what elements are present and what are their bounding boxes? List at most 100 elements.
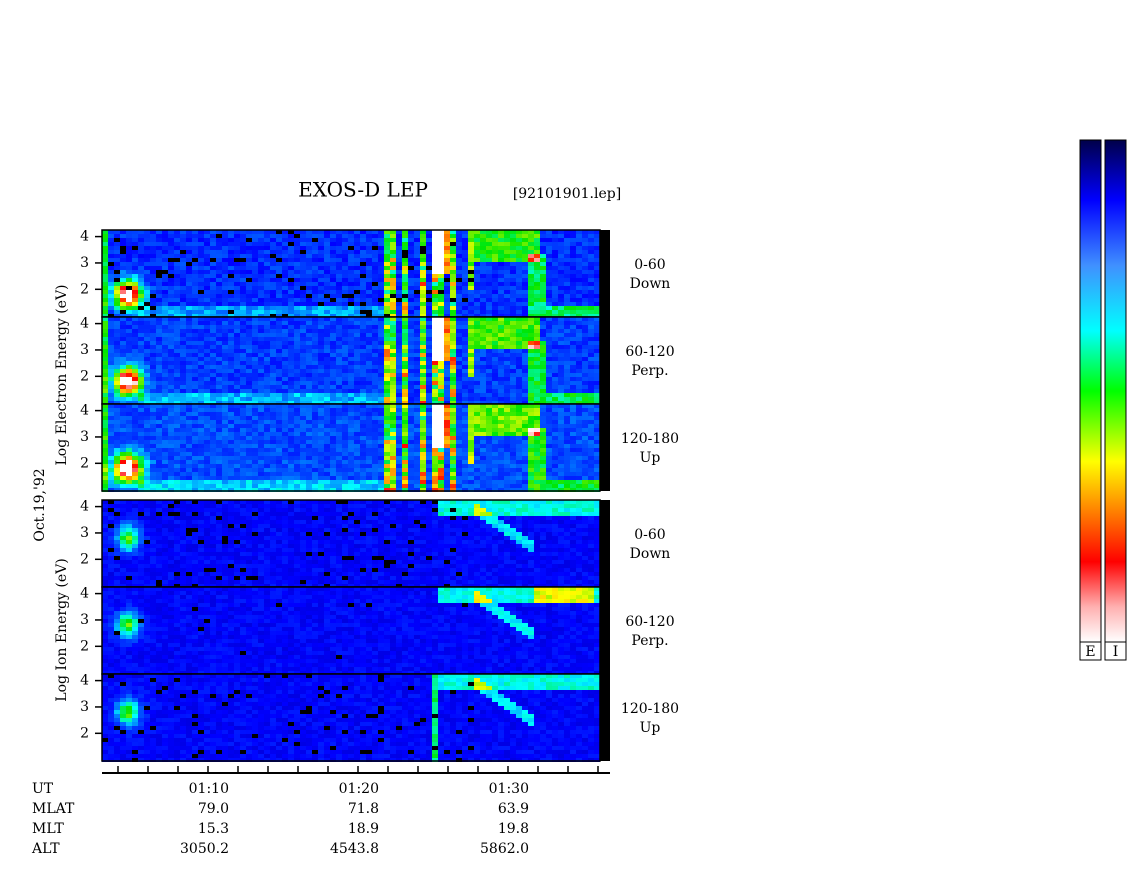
pixel	[522, 321, 528, 325]
pixel	[138, 456, 144, 460]
pixel	[360, 389, 366, 393]
pixel	[342, 290, 348, 294]
pixel	[270, 310, 276, 314]
pixel	[546, 286, 552, 290]
pixel	[330, 325, 336, 329]
pixel	[414, 250, 420, 254]
pixel	[354, 389, 360, 393]
pixel	[384, 393, 390, 397]
pixel	[162, 389, 168, 393]
pixel	[120, 393, 126, 397]
pixel	[174, 404, 180, 408]
pixel	[264, 266, 270, 270]
pixel	[282, 452, 288, 456]
pixel	[120, 357, 126, 361]
pixel	[558, 440, 564, 444]
pixel	[330, 242, 336, 246]
pixel	[582, 365, 588, 369]
pixel	[174, 286, 180, 290]
pixel	[576, 306, 582, 310]
pixel	[552, 329, 558, 333]
pixel	[420, 432, 426, 436]
pixel	[168, 306, 174, 310]
pixel	[444, 333, 450, 337]
pixel	[240, 298, 246, 302]
pixel	[414, 234, 420, 238]
pixel	[450, 266, 456, 270]
pixel	[186, 333, 192, 337]
pixel	[312, 238, 318, 242]
pixel	[534, 349, 540, 353]
pixel	[432, 432, 438, 436]
pixel	[480, 325, 486, 329]
pixel	[228, 238, 234, 242]
pixel	[504, 314, 510, 318]
pixel	[402, 282, 408, 286]
pixel	[126, 278, 132, 282]
pixel	[444, 278, 450, 282]
pixel	[102, 373, 108, 377]
pixel	[588, 408, 594, 412]
pixel	[114, 337, 120, 341]
pixel	[216, 262, 222, 266]
pixel	[180, 416, 186, 420]
pixel	[114, 424, 120, 428]
pixel	[108, 345, 114, 349]
pixel	[222, 298, 228, 302]
pixel	[504, 306, 510, 310]
pixel	[534, 389, 540, 393]
pixel	[288, 381, 294, 385]
pixel	[210, 393, 216, 397]
pixel	[456, 416, 462, 420]
pixel	[426, 230, 432, 234]
pixel	[522, 456, 528, 460]
pixel	[186, 329, 192, 333]
pixel	[444, 294, 450, 298]
pixel	[552, 317, 558, 321]
pixel	[252, 436, 258, 440]
pixel	[276, 460, 282, 464]
pixel	[174, 428, 180, 432]
pixel	[594, 381, 600, 385]
pixel	[264, 294, 270, 298]
pixel	[108, 306, 114, 310]
pixel	[348, 341, 354, 345]
pixel	[426, 393, 432, 397]
pixel	[426, 337, 432, 341]
pixel	[480, 369, 486, 373]
pixel	[498, 397, 504, 401]
pixel	[120, 460, 126, 464]
pixel	[138, 436, 144, 440]
pixel	[396, 432, 402, 436]
pixel	[354, 266, 360, 270]
pixel	[162, 404, 168, 408]
pixel	[570, 424, 576, 428]
pixel	[258, 258, 264, 262]
pixel	[174, 317, 180, 321]
pixel	[414, 302, 420, 306]
pixel	[306, 314, 312, 318]
pixel	[450, 302, 456, 306]
pixel	[186, 254, 192, 258]
pixel	[588, 389, 594, 393]
pixel	[372, 361, 378, 365]
pixel	[216, 294, 222, 298]
pixel	[198, 278, 204, 282]
pixel	[168, 412, 174, 416]
pixel	[522, 258, 528, 262]
pixel	[516, 262, 522, 266]
pixel	[540, 246, 546, 250]
pixel	[264, 321, 270, 325]
pixel	[132, 238, 138, 242]
pixel	[210, 258, 216, 262]
pixel	[444, 266, 450, 270]
pixel	[222, 321, 228, 325]
pixel	[408, 298, 414, 302]
pixel	[162, 416, 168, 420]
pixel	[534, 381, 540, 385]
pixel	[570, 389, 576, 393]
pixel	[528, 266, 534, 270]
pixel	[342, 393, 348, 397]
pixel	[444, 290, 450, 294]
pixel	[108, 329, 114, 333]
